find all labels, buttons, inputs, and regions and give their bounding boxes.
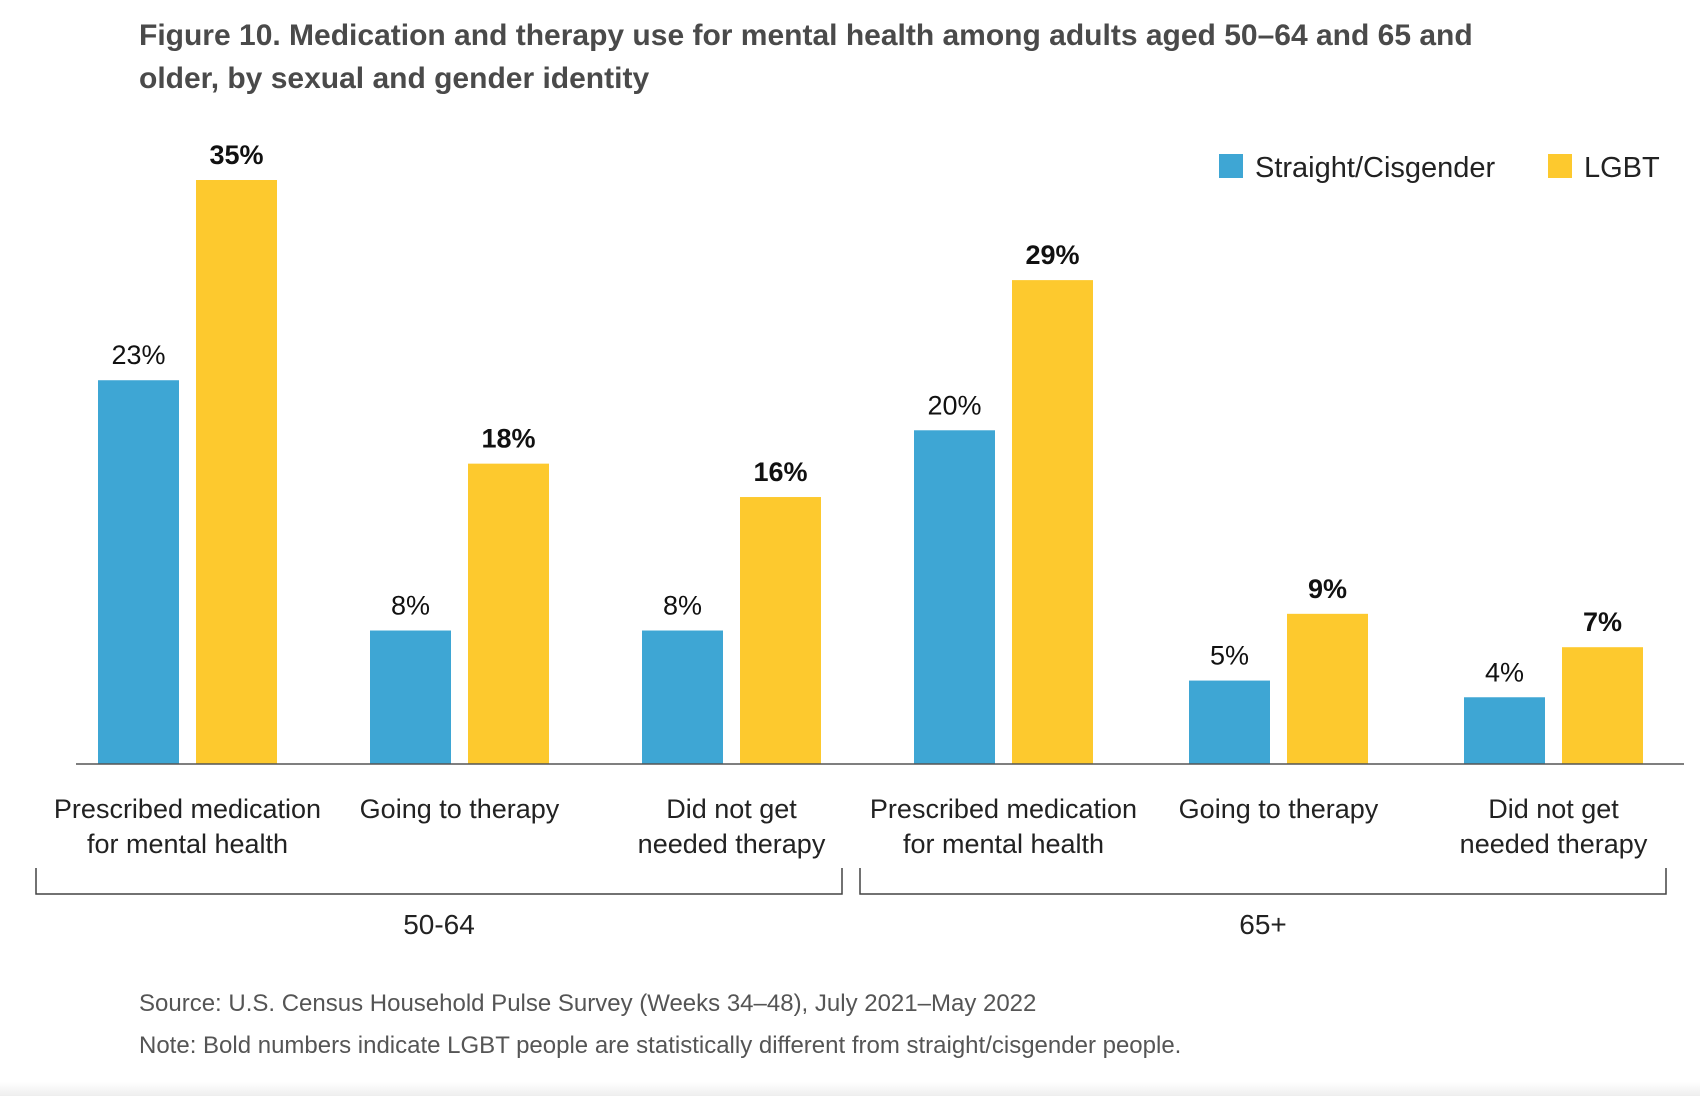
- bar-straight-1: [370, 630, 451, 764]
- legend-swatch: [1548, 154, 1572, 178]
- data-label: 16%: [753, 457, 807, 487]
- data-label: 8%: [391, 591, 430, 621]
- group-bracket: [35, 868, 843, 895]
- category-label: Did not get: [1488, 794, 1619, 824]
- bar-lgbt-5: [1562, 647, 1643, 764]
- category-label: Prescribed medication: [870, 794, 1137, 824]
- data-label: 29%: [1025, 240, 1079, 270]
- category-label: Going to therapy: [360, 794, 560, 824]
- category-label: for mental health: [87, 829, 288, 859]
- group-brackets: 50-64 65+: [35, 868, 1667, 940]
- data-label: 5%: [1210, 641, 1249, 671]
- bar-straight-3: [914, 430, 995, 764]
- bar-lgbt-1: [468, 463, 549, 764]
- data-label: 4%: [1485, 657, 1524, 687]
- group-bracket: [859, 868, 1667, 895]
- page-edge-shadow: [0, 1082, 1700, 1096]
- bar-straight-5: [1464, 697, 1545, 764]
- legend-label: LGBT: [1584, 152, 1660, 184]
- bar-lgbt-0: [196, 180, 277, 764]
- category-label: needed therapy: [638, 829, 826, 859]
- chart-title: Figure 10. Medication and therapy use fo…: [139, 19, 1473, 95]
- category-label: Did not get: [666, 794, 797, 824]
- category-label: needed therapy: [1460, 829, 1648, 859]
- data-label: 18%: [481, 424, 535, 454]
- bar-straight-2: [642, 630, 723, 764]
- data-label: 20%: [927, 390, 981, 420]
- group-label: 50-64: [403, 909, 475, 940]
- category-labels: Prescribed medication for mental health Go…: [54, 794, 1648, 859]
- group-label: 65+: [1239, 909, 1287, 940]
- data-label: 35%: [209, 140, 263, 170]
- bar-chart: Straight/Cisgender LGBT 23% 8% 8% 20% 5% 4% 35%…: [35, 140, 1684, 940]
- footnote: Note: Bold numbers indicate LGBT people …: [139, 1032, 1182, 1059]
- bar-lgbt-3: [1012, 280, 1093, 764]
- data-label: 8%: [663, 591, 702, 621]
- bar-straight-4: [1189, 680, 1270, 764]
- bars-layer: 23% 8% 8% 20% 5% 4% 35% 18% 16% 29% 9% 7%: [98, 140, 1643, 764]
- legend-swatch: [1219, 154, 1243, 178]
- bar-straight-0: [98, 380, 179, 764]
- data-label: 23%: [111, 340, 165, 370]
- legend-label: Straight/Cisgender: [1255, 152, 1496, 184]
- data-label: 9%: [1308, 574, 1347, 604]
- legend: Straight/Cisgender LGBT: [1219, 152, 1660, 184]
- category-label: for mental health: [903, 829, 1104, 859]
- bar-lgbt-2: [740, 497, 821, 764]
- category-label: Going to therapy: [1179, 794, 1379, 824]
- source-note: Source: U.S. Census Household Pulse Surv…: [139, 990, 1037, 1017]
- data-label: 7%: [1583, 607, 1622, 637]
- category-label: Prescribed medication: [54, 794, 321, 824]
- bar-lgbt-4: [1287, 613, 1368, 764]
